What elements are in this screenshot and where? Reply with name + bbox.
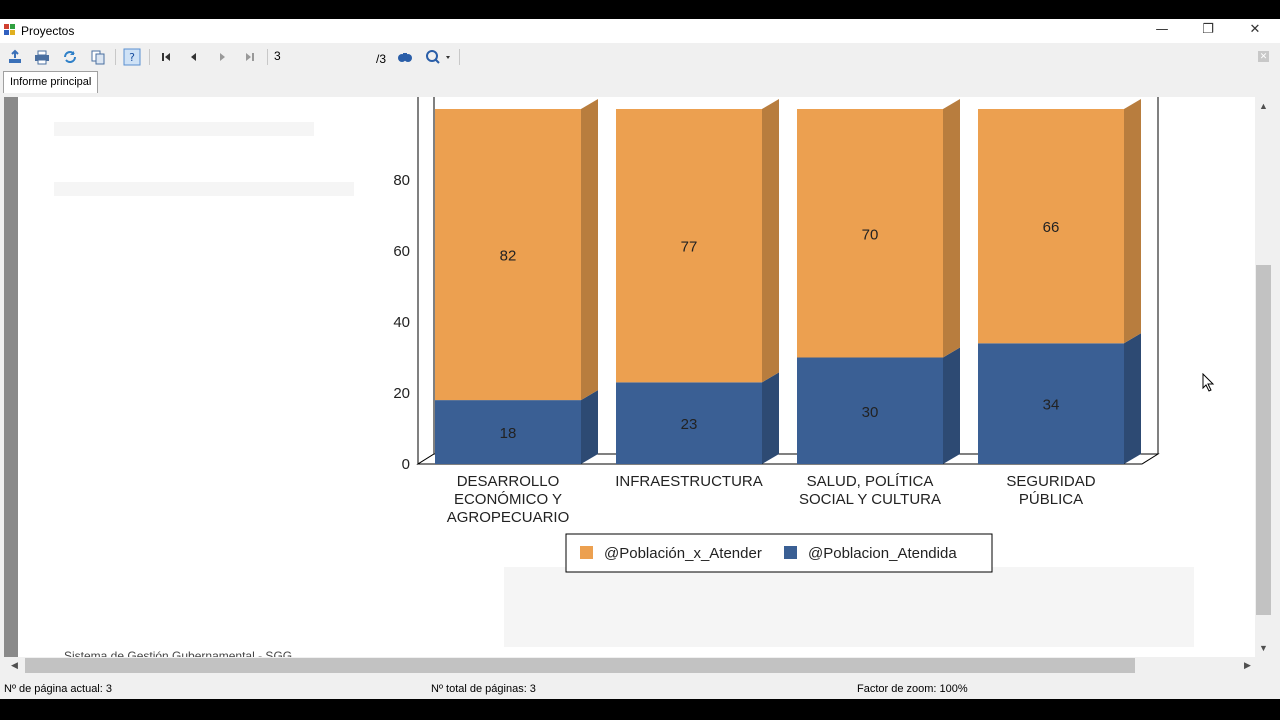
y-tick-label: 80 xyxy=(393,172,410,189)
scroll-left-icon[interactable]: ◀ xyxy=(11,660,18,670)
first-page-icon[interactable] xyxy=(156,47,176,67)
legend-label: @Población_x_Atender xyxy=(604,545,762,562)
toolbar-separator xyxy=(149,49,150,65)
plot-side-wall xyxy=(417,97,435,465)
bar-segment xyxy=(978,343,1124,464)
tab-informe-principal[interactable]: Informe principal xyxy=(3,71,99,93)
faded-text-block xyxy=(504,567,1194,647)
report-viewer-window: Proyectos — ❐ ✕ ? xyxy=(0,19,1280,699)
help-icon[interactable]: ? xyxy=(122,47,142,67)
tab-bar: Informe principal xyxy=(0,71,1280,95)
restore-button[interactable]: ❐ xyxy=(1202,22,1214,37)
vertical-scroll-thumb[interactable] xyxy=(1256,265,1271,615)
horizontal-scrollbar[interactable]: ◀ ▶ xyxy=(4,657,1260,674)
faded-text-block xyxy=(54,182,354,196)
bar-data-label: 66 xyxy=(1043,219,1060,236)
bar-segment xyxy=(435,400,581,464)
mouse-cursor-icon xyxy=(1202,373,1215,392)
y-tick-label: 40 xyxy=(393,314,410,331)
scroll-down-icon[interactable]: ▼ xyxy=(1259,643,1268,653)
bar-segment xyxy=(616,109,762,383)
bar-data-label: 23 xyxy=(681,416,698,433)
bar-data-label: 34 xyxy=(1043,397,1060,414)
x-category-label: SEGURIDAD xyxy=(1006,473,1095,490)
vertical-scrollbar[interactable]: ▲ ▼ xyxy=(1255,97,1272,657)
horizontal-scroll-thumb[interactable] xyxy=(25,658,1135,673)
status-total-pages: Nº total de páginas: 3 xyxy=(431,683,536,695)
svg-text:?: ? xyxy=(129,51,135,64)
bar-segment-side xyxy=(762,372,779,464)
y-tick-label: 20 xyxy=(393,385,410,402)
bar-segment xyxy=(435,109,581,401)
bar-segment-side xyxy=(1124,333,1141,464)
bar-segment-side xyxy=(762,99,779,383)
page-total-label: /3 xyxy=(376,52,387,66)
faded-text-block xyxy=(54,122,314,136)
bar-segment-side xyxy=(581,99,598,401)
x-category-label: INFRAESTRUCTURA xyxy=(615,473,763,490)
bar-segment xyxy=(797,109,943,358)
x-category-label: PÚBLICA xyxy=(1019,491,1083,508)
toolbar-separator xyxy=(115,49,116,65)
page-edge xyxy=(4,97,18,657)
bar-segment-side xyxy=(581,390,598,464)
report-canvas: 0 20 40 60 80 18 82 DESARROLLO ECONÓMICO Y AGROPE… xyxy=(4,97,1260,657)
zoom-icon[interactable] xyxy=(424,47,454,67)
toolbar-separator xyxy=(267,49,268,65)
print-icon[interactable] xyxy=(32,47,52,67)
bar-data-label: 30 xyxy=(862,404,879,421)
legend-box xyxy=(565,533,993,573)
bar-segment xyxy=(797,357,943,464)
prev-page-icon[interactable] xyxy=(184,47,204,67)
title-bar: Proyectos — ❐ ✕ xyxy=(0,19,1280,43)
bar-data-label: 70 xyxy=(862,226,879,243)
legend-swatch xyxy=(784,546,797,559)
close-report-icon[interactable]: ✕ xyxy=(1258,51,1269,62)
scroll-up-icon[interactable]: ▲ xyxy=(1259,101,1268,111)
x-category-label: SALUD, POLÍTICA xyxy=(807,473,934,490)
legend-swatch xyxy=(580,546,593,559)
copy-icon[interactable] xyxy=(88,47,108,67)
bar-segment-side xyxy=(943,347,960,464)
last-page-icon[interactable] xyxy=(240,47,260,67)
bar-segment xyxy=(978,109,1124,344)
y-tick-label: 60 xyxy=(393,243,410,260)
x-category-label: AGROPECUARIO xyxy=(447,509,570,526)
find-icon[interactable] xyxy=(395,47,415,67)
bar-segment-side xyxy=(943,99,960,358)
status-current-page: Nº de página actual: 3 xyxy=(4,683,112,695)
legend-label: @Poblacion_Atendida xyxy=(808,545,957,562)
x-category-label: SOCIAL Y CULTURA xyxy=(799,491,941,508)
bar-segment xyxy=(616,382,762,464)
bar-segment-side xyxy=(1124,99,1141,344)
status-bar: Nº de página actual: 3 Nº total de págin… xyxy=(0,680,1280,699)
refresh-icon[interactable] xyxy=(60,47,80,67)
bar-data-label: 18 xyxy=(500,425,517,442)
x-category-label: DESARROLLO xyxy=(457,473,560,490)
next-page-icon[interactable] xyxy=(212,47,232,67)
bar-data-label: 77 xyxy=(681,239,698,256)
report-toolbar: ? 3 /3 xyxy=(0,43,1280,71)
close-button[interactable]: ✕ xyxy=(1249,22,1261,37)
status-zoom: Factor de zoom: 100% xyxy=(857,683,968,695)
export-icon[interactable] xyxy=(5,47,25,67)
page-number-input[interactable]: 3 xyxy=(271,48,374,64)
minimize-button[interactable]: — xyxy=(1155,22,1169,37)
app-icon xyxy=(4,24,16,36)
toolbar-separator xyxy=(459,49,460,65)
bar-data-label: 82 xyxy=(500,248,517,265)
report-footer-text: Sistema de Gestión Gubernamental - SGG xyxy=(64,649,293,657)
scroll-right-icon[interactable]: ▶ xyxy=(1244,660,1251,670)
window-title: Proyectos xyxy=(21,24,75,38)
x-category-label: ECONÓMICO Y xyxy=(454,491,562,508)
y-tick-label: 0 xyxy=(402,456,410,473)
